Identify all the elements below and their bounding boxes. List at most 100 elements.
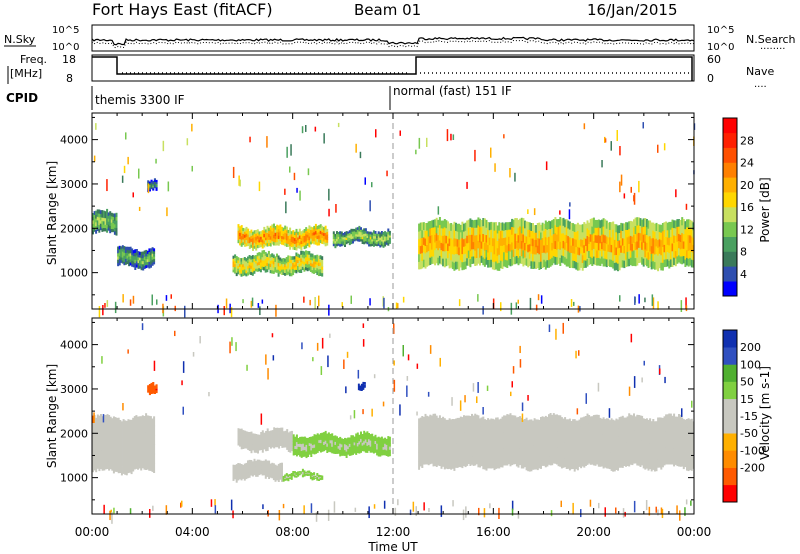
echo-cell — [347, 437, 350, 441]
echo-cell — [501, 441, 504, 451]
echo-cell — [148, 187, 151, 190]
echo-cell — [279, 462, 282, 466]
echo-cell — [562, 451, 565, 460]
echo-cell — [287, 271, 290, 275]
echo-cell — [639, 240, 642, 248]
echo-cell — [253, 233, 256, 237]
echo-cell — [429, 431, 432, 440]
echo-cell — [245, 242, 248, 247]
echo-cell — [687, 242, 690, 251]
echo-cell — [127, 445, 130, 456]
echo-cell — [384, 238, 387, 242]
echo-cell — [285, 268, 288, 273]
echo-cell — [509, 236, 512, 245]
echo-cell — [467, 242, 470, 251]
echo-cell — [634, 439, 637, 448]
echo-cell — [129, 419, 131, 429]
echo-cell — [148, 415, 151, 426]
echo-cell — [592, 225, 595, 234]
echo-speck — [399, 130, 401, 136]
echo-cell — [234, 267, 237, 271]
echo-cell — [633, 430, 635, 439]
colorbar-swatch — [723, 450, 737, 468]
echo-cell — [661, 230, 664, 240]
echo-cell — [146, 460, 149, 470]
echo-cell — [318, 434, 321, 438]
echo-cell — [232, 266, 235, 270]
echo-cell — [419, 417, 422, 427]
echo-cell — [282, 241, 285, 246]
echo-cell — [109, 451, 112, 461]
echo-cell — [148, 264, 151, 269]
echo-cell — [580, 253, 583, 261]
echo-cell — [653, 454, 656, 464]
echo-cell — [661, 223, 664, 232]
echo-cell — [248, 234, 251, 238]
echo-cell — [240, 225, 243, 229]
echo-cell — [548, 422, 550, 432]
echo-cell — [528, 222, 531, 230]
echo-cell — [371, 449, 374, 453]
echo-cell — [491, 459, 494, 469]
echo-cell — [311, 444, 314, 449]
echo-cell — [276, 269, 278, 273]
echo-cell — [344, 440, 346, 445]
echo-cell — [584, 260, 587, 268]
echo-cell — [464, 230, 467, 239]
echo-speck — [95, 123, 97, 130]
echo-cell — [324, 239, 327, 243]
echo-cell — [379, 443, 382, 448]
echo-cell — [559, 457, 562, 467]
echo-cell — [377, 243, 380, 246]
echo-cell — [490, 426, 493, 436]
echo-cell — [668, 237, 671, 246]
echo-cell — [129, 437, 131, 447]
echo-cell — [549, 236, 552, 245]
echo-cell — [146, 261, 149, 265]
echo-cell — [137, 416, 139, 426]
echo-cell — [541, 260, 544, 268]
echo-cell — [536, 444, 539, 454]
echo-cell — [589, 416, 592, 425]
echo-cell — [556, 249, 558, 258]
echo-cell — [631, 431, 634, 441]
echo-cell — [495, 222, 498, 231]
echo-cell — [642, 426, 645, 436]
echo-speck — [235, 342, 237, 352]
echo-cell — [617, 461, 619, 471]
echo-cell — [324, 437, 327, 441]
echo-cell — [604, 234, 607, 244]
echo-cell — [589, 256, 592, 265]
echo-cell — [464, 245, 467, 254]
echo-cell — [602, 459, 605, 469]
echo-cell — [286, 446, 289, 450]
echo-cell — [583, 229, 586, 238]
echo-cell — [636, 241, 639, 250]
echo-cell — [332, 441, 335, 445]
echo-cell — [509, 422, 512, 432]
echo-cell — [281, 226, 283, 231]
echo-speck — [519, 359, 522, 368]
echo-speck — [623, 193, 626, 199]
echo-cell — [242, 239, 245, 243]
echo-cell — [284, 474, 287, 476]
echo-cell — [101, 434, 104, 444]
echo-cell — [369, 437, 372, 441]
echo-cell — [314, 263, 317, 268]
echo-cell — [282, 479, 285, 481]
echo-cell — [422, 432, 425, 441]
echo-cell — [607, 460, 610, 469]
echo-cell — [271, 234, 274, 238]
echo-cell — [628, 228, 631, 237]
echo-cell — [311, 227, 314, 231]
echo-cell — [669, 447, 672, 457]
echo-cell — [295, 474, 298, 476]
echo-speck — [303, 296, 305, 303]
echo-speck — [357, 369, 360, 379]
echo-cell — [114, 453, 117, 463]
echo-cell — [302, 238, 304, 242]
echo-cell — [573, 427, 576, 437]
echo-cell — [273, 230, 275, 235]
echo-speck — [383, 297, 385, 309]
echo-cell — [260, 460, 262, 464]
